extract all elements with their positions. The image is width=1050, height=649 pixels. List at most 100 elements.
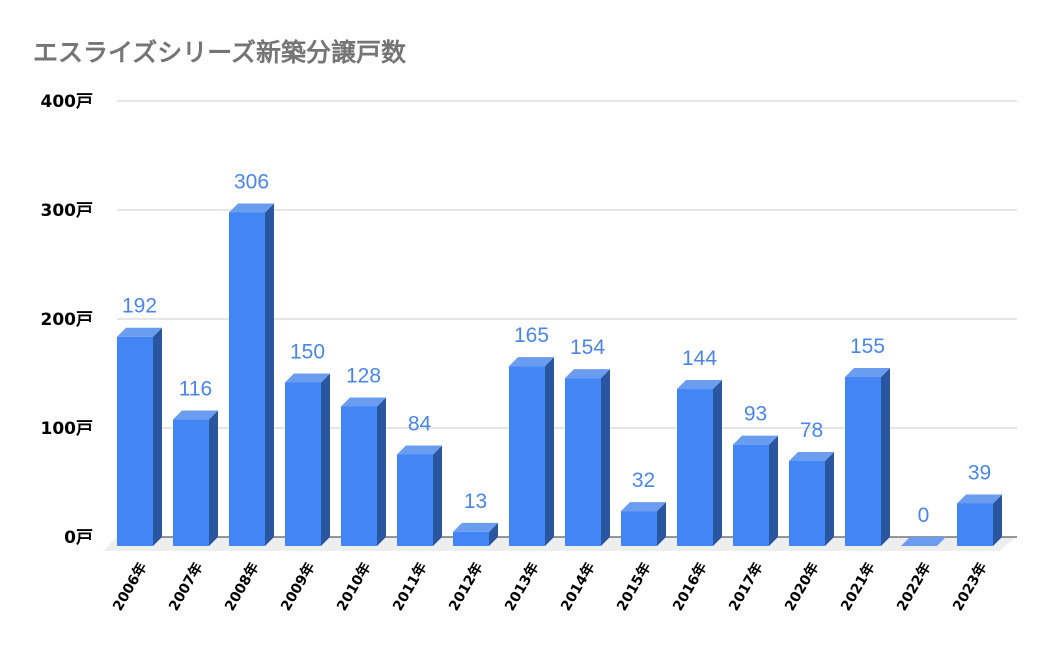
bar-top [341,397,386,407]
bar-front [397,454,433,546]
bar-side [769,435,778,546]
bar-top [453,522,498,532]
data-label: 155 [850,335,885,358]
bar-top [509,357,554,367]
bar-top [397,445,442,455]
bar-top [733,435,778,445]
x-tick-label: 2011年 [389,560,430,614]
bar-front [789,460,825,546]
data-label: 0 [918,504,930,527]
bar[interactable]: 155 [845,335,890,546]
bar[interactable]: 39 [957,461,1002,546]
bar-front [565,378,601,546]
bar[interactable]: 116 [173,378,218,546]
x-tick-label: 2006年 [109,560,150,614]
data-label: 154 [570,336,605,359]
data-label: 39 [968,461,991,484]
x-tick-label: 2017年 [725,560,766,614]
y-tick-label: 0戸 [64,528,93,548]
x-tick-label: 2008年 [221,560,262,614]
bar-side [153,327,162,546]
bar-front [957,503,993,546]
data-label: 13 [464,490,487,513]
data-label: 93 [744,403,767,426]
data-label: 78 [800,419,823,442]
bar-side [321,373,330,546]
bar[interactable]: 306 [229,170,274,546]
x-tick-label: 2014年 [557,560,598,614]
bar-front [677,389,713,546]
bar-front [117,336,153,546]
data-label: 128 [346,364,381,387]
y-axis: 0戸 100戸 200戸 300戸 400戸 [41,92,94,548]
floor-plane [103,537,1017,551]
bar-side [993,494,1002,546]
bar-front [341,406,377,546]
bar-top [229,203,274,213]
x-tick-label: 2022年 [893,560,934,614]
bar-top [901,537,946,546]
x-tick-label: 2010年 [333,560,374,614]
data-label: 84 [408,412,432,435]
bar-top [173,410,218,420]
data-label: 32 [632,469,655,492]
bar-front [733,444,769,546]
x-tick-label: 2007年 [165,560,206,614]
data-label: 150 [290,341,325,364]
bar[interactable]: 13 [453,490,498,546]
bar-front [509,366,545,546]
bar-top [117,327,162,337]
x-axis: 2006年 2007年 2008年 2009年 2010年 2011年 2012年 2013年… [109,560,990,614]
bar-front [845,377,881,546]
bar[interactable]: 0 [901,504,946,546]
bar[interactable]: 192 [117,295,162,546]
bar-side [209,410,218,546]
y-tick-label: 400戸 [41,92,94,112]
bar-top [285,373,330,383]
bar[interactable]: 93 [733,403,778,546]
x-tick-label: 2015年 [613,560,654,614]
bar-side [825,451,834,546]
data-label: 306 [234,170,269,193]
data-label: 192 [122,295,157,318]
bar-top [957,494,1002,504]
x-tick-label: 2013年 [501,560,542,614]
bar-side [377,397,386,546]
x-tick-label: 2012年 [445,560,486,614]
bar-top [677,380,722,390]
bar-front [173,419,209,546]
bar-side [489,522,498,546]
bar-side [265,203,274,546]
bar[interactable]: 32 [621,469,666,546]
bar[interactable]: 150 [285,341,330,547]
bar[interactable]: 128 [341,364,386,546]
bar-top [565,369,610,379]
bar-side [657,502,666,546]
bar-front [285,382,321,546]
x-tick-label: 2023年 [949,560,990,614]
bar-side [601,369,610,546]
data-label: 144 [682,347,717,370]
bar-front [621,511,657,546]
bar-side [545,357,554,546]
bar[interactable]: 165 [509,324,554,546]
bar-side [713,380,722,546]
bar[interactable]: 154 [565,336,610,546]
bar-series: 192 116 306 150 128 84 13 165 154 32 144 93 78 155 0 39 [117,170,1002,546]
data-label: 165 [514,324,549,347]
bar-side [881,368,890,546]
bar[interactable]: 84 [397,412,442,546]
bar-top [621,502,666,512]
y-tick-label: 200戸 [41,310,94,330]
y-tick-label: 100戸 [41,419,94,439]
bar-top [789,451,834,461]
chart-title: エスライズシリーズ新築分譲戸数 [33,38,407,67]
bar-front [229,212,265,546]
bar-front [453,531,489,546]
y-tick-label: 300戸 [41,201,94,221]
x-tick-label: 2016年 [669,560,710,614]
bar[interactable]: 144 [677,347,722,546]
bar[interactable]: 78 [789,419,834,546]
x-tick-label: 2009年 [277,560,318,614]
